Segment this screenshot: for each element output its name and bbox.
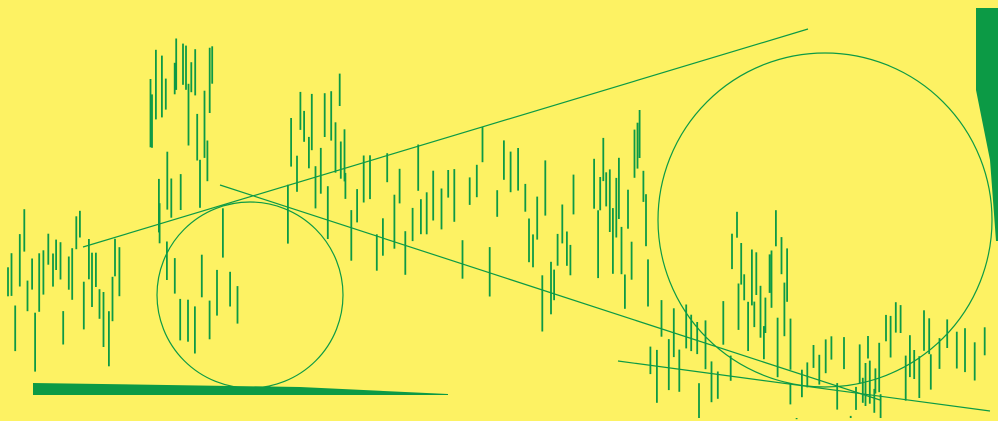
long-rising-line [82, 28, 809, 248]
vertical-ticks-group [7, 38, 986, 420]
right-edge-bar [976, 8, 998, 241]
short-falling-line [617, 360, 991, 412]
large-circle [657, 52, 993, 388]
small-circle [156, 201, 344, 389]
long-falling-line [219, 184, 881, 401]
bottom-left-wedge [33, 383, 448, 395]
